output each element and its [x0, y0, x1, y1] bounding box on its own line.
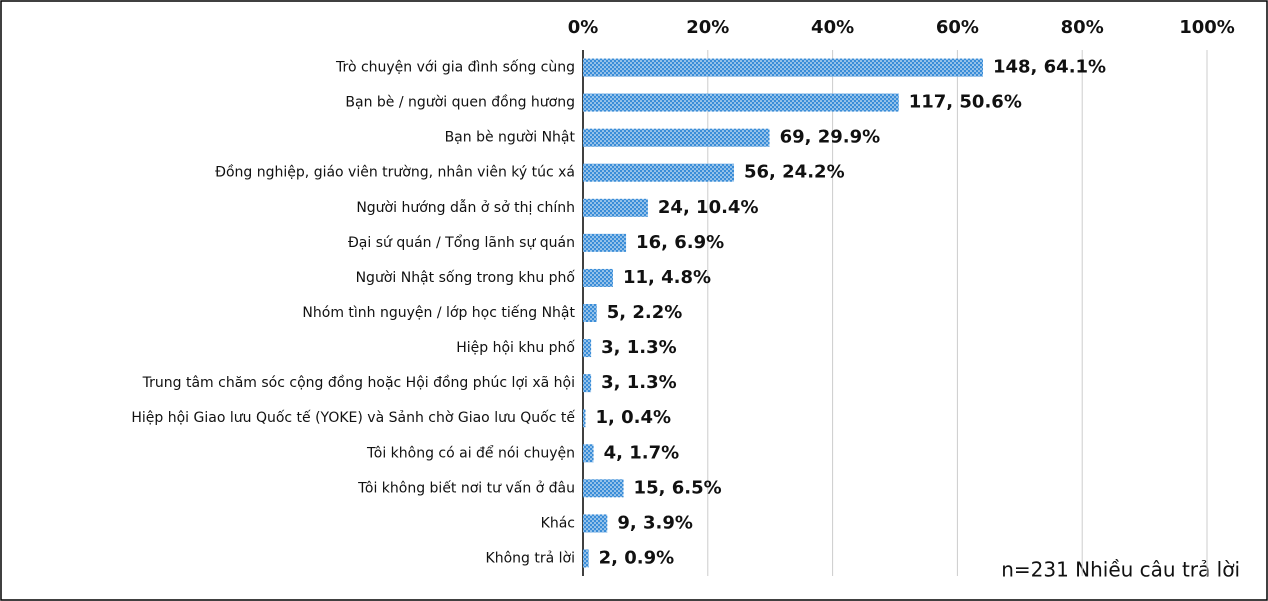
- bar: [583, 128, 770, 147]
- value-label: 15, 6.5%: [634, 477, 722, 498]
- bar: [583, 233, 627, 252]
- category-label: Trò chuyện với gia đình sống cùng: [335, 59, 575, 76]
- value-label: 148, 64.1%: [993, 57, 1106, 78]
- category-label: Bạn bè người Nhật: [445, 130, 576, 146]
- bar: [583, 304, 597, 322]
- category-label: Trung tâm chăm sóc cộng đồng hoặc Hội đồ…: [142, 374, 575, 391]
- value-label: 9, 3.9%: [617, 512, 693, 533]
- category-label: Hiệp hội Giao lưu Quốc tế (YOKE) và Sảnh…: [131, 409, 575, 426]
- annotation: n=231 Nhiều câu trả lời: [1001, 558, 1240, 582]
- category-label: Nhóm tình nguyện / lớp học tiếng Nhật: [302, 304, 575, 321]
- bar: [583, 409, 586, 428]
- value-label: 16, 6.9%: [636, 232, 724, 253]
- category-label: Hiệp hội khu phố: [456, 339, 575, 356]
- value-label: 117, 50.6%: [909, 92, 1022, 113]
- category-label: Người Nhật sống trong khu phố: [356, 269, 576, 286]
- x-tick-label: 40%: [811, 17, 854, 38]
- x-tick-label: 20%: [686, 17, 729, 38]
- value-label: 69, 29.9%: [780, 127, 881, 148]
- category-label: Khác: [541, 515, 575, 531]
- category-label: Đồng nghiệp, giáo viên trường, nhân viên…: [215, 164, 575, 181]
- value-label: 3, 1.3%: [601, 372, 677, 393]
- value-label: 1, 0.4%: [595, 407, 671, 428]
- category-label: Đại sứ quán / Tổng lãnh sự quán: [348, 234, 575, 251]
- bar: [583, 514, 608, 533]
- value-label: 24, 10.4%: [658, 197, 759, 218]
- bar: [583, 339, 592, 358]
- x-tick-label: 60%: [936, 17, 979, 38]
- category-label: Bạn bè / người quen đồng hương: [345, 94, 575, 111]
- category-label: Không trả lời: [486, 550, 575, 566]
- bar: [583, 549, 589, 568]
- value-label: 2, 0.9%: [599, 547, 675, 568]
- value-label: 3, 1.3%: [601, 337, 677, 358]
- category-label: Người hướng dẫn ở sở thị chính: [356, 199, 575, 216]
- value-label: 11, 4.8%: [623, 267, 711, 288]
- bar: [583, 479, 624, 498]
- x-tick-label: 0%: [568, 17, 599, 38]
- bar: [583, 58, 983, 77]
- value-label: 4, 1.7%: [604, 442, 680, 463]
- x-tick-label: 100%: [1179, 17, 1235, 38]
- value-label: 5, 2.2%: [607, 302, 683, 323]
- category-label: Tôi không có ai để nói chuyện: [366, 444, 575, 461]
- category-label: Tôi không biết nơi tư vấn ở đâu: [357, 479, 575, 496]
- bar: [583, 198, 648, 217]
- bar: [583, 93, 899, 112]
- x-tick-label: 80%: [1061, 17, 1104, 38]
- bar: [583, 163, 735, 182]
- bar: [583, 374, 592, 393]
- bar: [583, 268, 613, 287]
- value-label: 56, 24.2%: [744, 162, 845, 183]
- bar: [583, 444, 594, 463]
